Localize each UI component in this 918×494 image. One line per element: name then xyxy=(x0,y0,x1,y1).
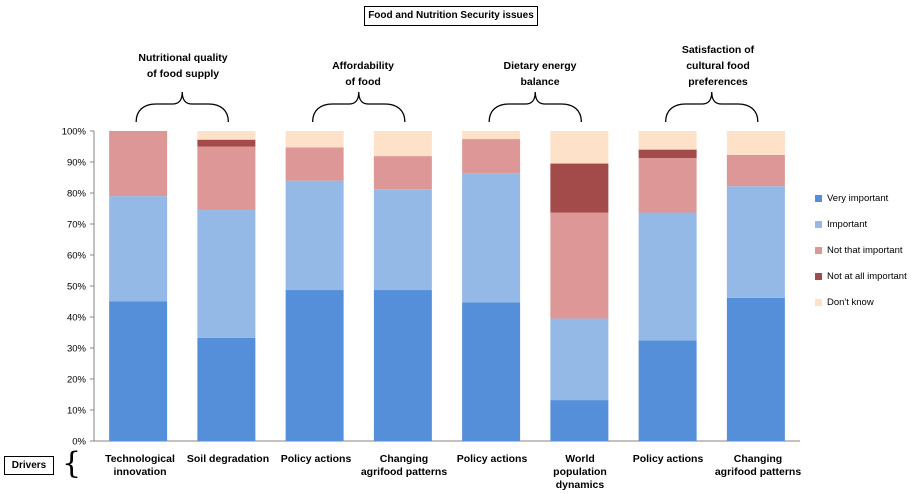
bar-segment xyxy=(462,139,521,174)
bar-segment xyxy=(638,149,697,158)
bar-segment xyxy=(197,131,256,140)
bar-segment xyxy=(726,297,785,441)
bar-segment xyxy=(109,196,168,302)
bar-segment xyxy=(285,131,344,148)
bar-segment xyxy=(726,131,785,155)
bar-segment xyxy=(197,210,256,338)
y-tick-label: 50% xyxy=(67,282,87,293)
bar-segment xyxy=(550,400,609,441)
bar-segment xyxy=(462,302,521,441)
legend-swatch-very-important xyxy=(815,195,822,202)
x-label-technological-innovation: Technological innovation xyxy=(105,453,175,478)
y-tick-label: 40% xyxy=(67,313,87,324)
x-label-soil-degradation: Soil degradation xyxy=(186,453,270,465)
y-tick-label: 90% xyxy=(67,158,87,169)
y-tick-label: 0% xyxy=(72,437,86,448)
group-brace-icon xyxy=(488,91,583,123)
legend-label-important: Important xyxy=(827,219,868,230)
bar-segment xyxy=(285,290,344,441)
group-brace-icon xyxy=(135,91,230,123)
bar-segment xyxy=(109,131,168,197)
legend-swatch-important xyxy=(815,221,822,228)
bar-segment xyxy=(373,131,432,157)
group-brace-icon xyxy=(664,91,759,123)
bar-segment xyxy=(550,131,609,164)
x-label-changing-agrifood-cultural: Changing agrifood patterns xyxy=(714,453,802,478)
bar-segment xyxy=(197,139,256,147)
legend-label-not-that-important: Not that important xyxy=(827,245,903,256)
bar-segment xyxy=(373,156,432,190)
bar-segment xyxy=(726,154,785,187)
bar-segment xyxy=(726,186,785,298)
group-label-dietary-energy: Dietary energy balance xyxy=(503,60,577,88)
group-brace-icon xyxy=(311,91,406,123)
y-tick-label: 70% xyxy=(67,220,87,231)
group-label-nutritional-quality: Nutritional quality of food supply xyxy=(138,52,228,80)
x-label-policy-actions-cultural: Policy actions xyxy=(632,453,704,465)
x-label-world-population-dynamics: World population dynamics xyxy=(553,453,607,491)
x-label-changing-agrifood-affordability: Changing agrifood patterns xyxy=(360,453,448,478)
y-tick-label: 60% xyxy=(67,251,87,262)
y-tick-label: 100% xyxy=(62,127,87,138)
bar-segment xyxy=(550,318,609,401)
bar-segment xyxy=(373,189,432,291)
x-label-policy-actions-affordability: Policy actions xyxy=(280,453,352,465)
bar-segment xyxy=(285,180,344,291)
bar-segment xyxy=(462,173,521,303)
legend-label-very-important: Very important xyxy=(827,193,889,204)
bar-segment xyxy=(462,131,521,140)
bar-segment xyxy=(197,337,256,441)
drivers-label: Drivers xyxy=(4,456,54,475)
bar-segment xyxy=(285,147,344,181)
group-label-affordability: Affordability of food xyxy=(332,60,394,88)
x-label-policy-actions-dietary: Policy actions xyxy=(456,453,528,465)
y-tick-label: 80% xyxy=(67,189,87,200)
legend-swatch-dont-know xyxy=(815,299,822,306)
bar-segment xyxy=(638,157,697,213)
legend-label-dont-know: Don't know xyxy=(827,297,874,308)
bar-segment xyxy=(109,301,168,441)
bar-segment xyxy=(638,340,697,441)
legend-swatch-not-at-all-important xyxy=(815,273,822,280)
bar-segment xyxy=(197,146,256,211)
drivers-brace-icon: { xyxy=(62,446,82,481)
bar-segment xyxy=(638,212,697,341)
bar-segment xyxy=(373,290,432,441)
legend-swatch-not-that-important xyxy=(815,247,822,254)
group-label-cultural-preferences: Satisfaction of cultural food preference… xyxy=(681,44,755,88)
chart-title: Food and Nutrition Security issues xyxy=(364,6,538,26)
bar-segment xyxy=(550,163,609,213)
y-tick-label: 20% xyxy=(67,375,87,386)
legend-label-not-at-all-important: Not at all important xyxy=(827,271,907,282)
y-tick-label: 10% xyxy=(67,406,87,417)
bar-segment xyxy=(550,212,609,319)
bar-segment xyxy=(638,131,697,150)
y-tick-label: 30% xyxy=(67,344,87,355)
